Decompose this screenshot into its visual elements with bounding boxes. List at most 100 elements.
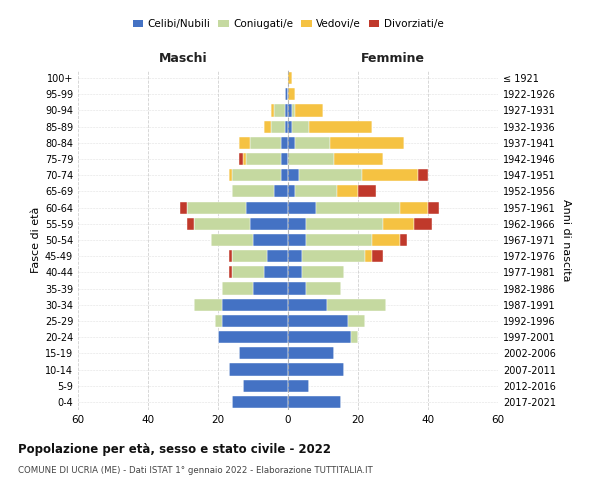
Bar [372, 234, 400, 246]
Bar [428, 202, 439, 213]
Bar [246, 202, 288, 213]
Bar [246, 153, 281, 165]
Bar [271, 104, 274, 117]
Bar [232, 396, 288, 408]
Bar [229, 266, 232, 278]
Bar [274, 186, 288, 198]
Bar [263, 120, 271, 132]
Bar [281, 153, 288, 165]
Bar [288, 137, 295, 149]
Bar [292, 120, 309, 132]
Bar [361, 169, 418, 181]
Bar [281, 169, 288, 181]
Bar [263, 266, 288, 278]
Bar [229, 169, 232, 181]
Bar [295, 137, 330, 149]
Bar [288, 364, 344, 376]
Bar [288, 104, 292, 117]
Bar [242, 380, 288, 392]
Bar [288, 72, 292, 84]
Bar [400, 234, 407, 246]
Bar [288, 186, 295, 198]
Bar [229, 250, 232, 262]
Bar [281, 137, 288, 149]
Bar [326, 298, 386, 311]
Text: COMUNE DI UCRIA (ME) - Dati ISTAT 1° gennaio 2022 - Elaborazione TUTTITALIA.IT: COMUNE DI UCRIA (ME) - Dati ISTAT 1° gen… [18, 466, 373, 475]
Text: Femmine: Femmine [361, 52, 425, 65]
Bar [288, 266, 302, 278]
Bar [250, 137, 281, 149]
Bar [295, 104, 323, 117]
Bar [414, 218, 431, 230]
Bar [187, 218, 193, 230]
Bar [288, 315, 347, 327]
Bar [288, 234, 305, 246]
Bar [302, 250, 365, 262]
Bar [383, 218, 414, 230]
Bar [250, 218, 288, 230]
Bar [288, 348, 334, 360]
Bar [284, 88, 288, 101]
Bar [267, 250, 288, 262]
Bar [239, 348, 288, 360]
Bar [288, 169, 299, 181]
Bar [221, 315, 288, 327]
Bar [305, 282, 341, 294]
Bar [239, 153, 242, 165]
Bar [211, 234, 253, 246]
Bar [302, 266, 344, 278]
Bar [288, 218, 305, 230]
Bar [288, 380, 309, 392]
Bar [365, 250, 372, 262]
Bar [288, 88, 295, 101]
Y-axis label: Fasce di età: Fasce di età [31, 207, 41, 273]
Bar [288, 250, 302, 262]
Bar [351, 331, 358, 343]
Y-axis label: Anni di nascita: Anni di nascita [562, 198, 571, 281]
Bar [179, 202, 187, 213]
Bar [187, 202, 246, 213]
Bar [330, 137, 404, 149]
Bar [242, 153, 246, 165]
Bar [418, 169, 428, 181]
Bar [299, 169, 361, 181]
Bar [305, 234, 372, 246]
Bar [218, 331, 288, 343]
Bar [284, 120, 288, 132]
Bar [372, 250, 383, 262]
Bar [232, 169, 281, 181]
Bar [358, 186, 376, 198]
Bar [347, 315, 365, 327]
Bar [288, 120, 292, 132]
Bar [193, 298, 221, 311]
Bar [400, 202, 428, 213]
Bar [232, 186, 274, 198]
Bar [288, 202, 316, 213]
Bar [288, 298, 326, 311]
Bar [288, 331, 351, 343]
Text: Popolazione per età, sesso e stato civile - 2022: Popolazione per età, sesso e stato civil… [18, 442, 331, 456]
Bar [253, 282, 288, 294]
Bar [288, 153, 334, 165]
Bar [316, 202, 400, 213]
Bar [274, 104, 284, 117]
Bar [232, 250, 267, 262]
Bar [229, 364, 288, 376]
Bar [271, 120, 284, 132]
Legend: Celibi/Nubili, Coniugati/e, Vedovi/e, Divorziati/e: Celibi/Nubili, Coniugati/e, Vedovi/e, Di… [128, 15, 448, 34]
Bar [288, 396, 341, 408]
Bar [221, 282, 253, 294]
Bar [305, 218, 383, 230]
Bar [215, 315, 221, 327]
Bar [253, 234, 288, 246]
Bar [193, 218, 250, 230]
Bar [337, 186, 358, 198]
Bar [232, 266, 263, 278]
Bar [334, 153, 383, 165]
Bar [309, 120, 372, 132]
Bar [221, 298, 288, 311]
Bar [288, 282, 305, 294]
Bar [284, 104, 288, 117]
Text: Maschi: Maschi [158, 52, 208, 65]
Bar [295, 186, 337, 198]
